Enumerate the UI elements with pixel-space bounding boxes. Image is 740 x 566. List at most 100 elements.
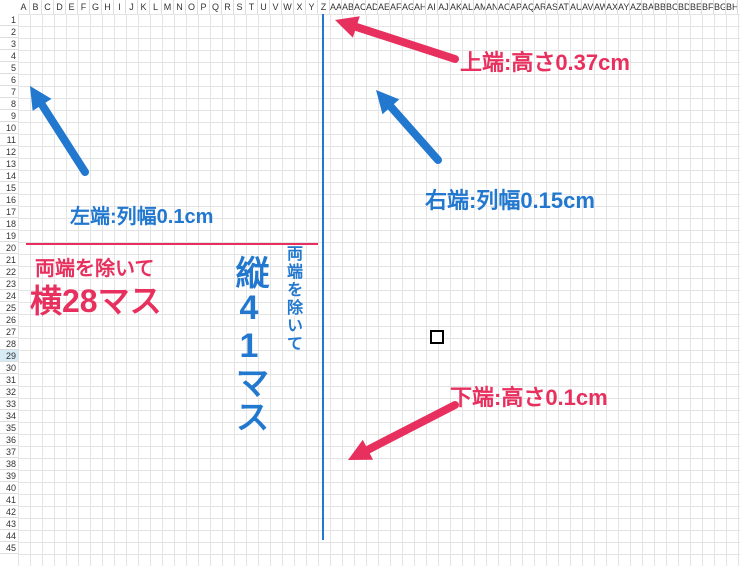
- column-header-cell[interactable]: AM: [474, 0, 486, 14]
- cell-grid[interactable]: [18, 14, 740, 566]
- row-header-cell[interactable]: 31: [0, 374, 18, 386]
- column-header-cell[interactable]: AC: [354, 0, 366, 14]
- row-header-cell[interactable]: 23: [0, 278, 18, 290]
- row-header-cell[interactable]: 27: [0, 326, 18, 338]
- column-header-cell[interactable]: AU: [570, 0, 582, 14]
- row-header-cell[interactable]: 15: [0, 182, 18, 194]
- row-header-cell[interactable]: 4: [0, 50, 18, 62]
- row-header-cell[interactable]: 16: [0, 194, 18, 206]
- column-header-cell[interactable]: AP: [510, 0, 522, 14]
- row-header-cell[interactable]: 24: [0, 290, 18, 302]
- row-header-cell[interactable]: 22: [0, 266, 18, 278]
- column-header-cell[interactable]: W: [282, 0, 294, 14]
- row-header-cell[interactable]: 37: [0, 446, 18, 458]
- column-header-cell[interactable]: AO: [498, 0, 510, 14]
- column-header-cell[interactable]: N: [174, 0, 186, 14]
- column-header-cell[interactable]: BB: [654, 0, 666, 14]
- row-header-cell[interactable]: 30: [0, 362, 18, 374]
- column-header-cell[interactable]: D: [54, 0, 66, 14]
- column-header-cell[interactable]: AY: [618, 0, 630, 14]
- row-header-cell[interactable]: 1: [0, 14, 18, 26]
- row-header-cell[interactable]: 13: [0, 158, 18, 170]
- column-header-cell[interactable]: BC: [666, 0, 678, 14]
- row-header-cell[interactable]: 40: [0, 482, 18, 494]
- column-header-cell[interactable]: AE: [378, 0, 390, 14]
- column-header-cell[interactable]: BD: [678, 0, 690, 14]
- column-header-cell[interactable]: AW: [594, 0, 606, 14]
- column-header-cell[interactable]: E: [66, 0, 78, 14]
- column-header-cell[interactable]: BA: [642, 0, 654, 14]
- row-header-cell[interactable]: 3: [0, 38, 18, 50]
- column-header-cell[interactable]: AF: [390, 0, 402, 14]
- column-header-cell[interactable]: H: [102, 0, 114, 14]
- column-header-cell[interactable]: BH: [726, 0, 738, 14]
- row-header-cell[interactable]: 8: [0, 98, 18, 110]
- column-header-cell[interactable]: AQ: [522, 0, 534, 14]
- row-header-cell[interactable]: 25: [0, 302, 18, 314]
- row-header-cell[interactable]: 11: [0, 134, 18, 146]
- row-header-cell[interactable]: 44: [0, 530, 18, 542]
- row-header-cell[interactable]: 34: [0, 410, 18, 422]
- column-header-cell[interactable]: J: [126, 0, 138, 14]
- column-header-cell[interactable]: Z: [318, 0, 330, 14]
- row-header-cell[interactable]: 33: [0, 398, 18, 410]
- row-header-cell[interactable]: 7: [0, 86, 18, 98]
- column-header-cell[interactable]: U: [258, 0, 270, 14]
- column-header-cell[interactable]: AH: [414, 0, 426, 14]
- column-header-cell[interactable]: AL: [462, 0, 474, 14]
- column-header-cell[interactable]: AK: [450, 0, 462, 14]
- row-header-cell[interactable]: 6: [0, 74, 18, 86]
- row-header-cell[interactable]: 36: [0, 434, 18, 446]
- column-header-cell[interactable]: AD: [366, 0, 378, 14]
- row-header-cell[interactable]: 5: [0, 62, 18, 74]
- column-header-cell[interactable]: R: [222, 0, 234, 14]
- column-header-cell[interactable]: F: [78, 0, 90, 14]
- column-header-cell[interactable]: K: [138, 0, 150, 14]
- column-header-cell[interactable]: AA: [330, 0, 342, 14]
- row-header-cell[interactable]: 39: [0, 470, 18, 482]
- column-header-cell[interactable]: AS: [546, 0, 558, 14]
- column-header-cell[interactable]: X: [294, 0, 306, 14]
- row-header-cell[interactable]: 43: [0, 518, 18, 530]
- row-header-cell[interactable]: 42: [0, 506, 18, 518]
- row-header-cell[interactable]: 14: [0, 170, 18, 182]
- column-header-cell[interactable]: V: [270, 0, 282, 14]
- column-header-cell[interactable]: AG: [402, 0, 414, 14]
- column-header-cell[interactable]: AZ: [630, 0, 642, 14]
- column-header-cell[interactable]: O: [186, 0, 198, 14]
- row-header-cell[interactable]: 2: [0, 26, 18, 38]
- column-header-cell[interactable]: Y: [306, 0, 318, 14]
- row-header-cell[interactable]: 28: [0, 338, 18, 350]
- column-header-cell[interactable]: AV: [582, 0, 594, 14]
- column-header-cell[interactable]: BE: [690, 0, 702, 14]
- column-header-cell[interactable]: Q: [210, 0, 222, 14]
- column-header-cell[interactable]: AT: [558, 0, 570, 14]
- column-header-cell[interactable]: M: [162, 0, 174, 14]
- column-header-cell[interactable]: AX: [606, 0, 618, 14]
- column-header-cell[interactable]: AR: [534, 0, 546, 14]
- column-header-cell[interactable]: S: [234, 0, 246, 14]
- column-header-cell[interactable]: B: [30, 0, 42, 14]
- column-header-cell[interactable]: BF: [702, 0, 714, 14]
- column-header-cell[interactable]: BG: [714, 0, 726, 14]
- column-header-cell[interactable]: AI: [426, 0, 438, 14]
- row-header-cell[interactable]: 10: [0, 122, 18, 134]
- column-header-cell[interactable]: C: [42, 0, 54, 14]
- column-header-cell[interactable]: I: [114, 0, 126, 14]
- row-header-cell[interactable]: 45: [0, 542, 18, 554]
- row-header-cell[interactable]: 26: [0, 314, 18, 326]
- row-header-cell[interactable]: 9: [0, 110, 18, 122]
- row-header-cell[interactable]: 18: [0, 218, 18, 230]
- row-header-cell[interactable]: 29: [0, 350, 18, 362]
- column-header-cell[interactable]: A: [18, 0, 30, 14]
- row-header-cell[interactable]: 19: [0, 230, 18, 242]
- row-header-cell[interactable]: 38: [0, 458, 18, 470]
- row-header-cell[interactable]: 41: [0, 494, 18, 506]
- column-header-cell[interactable]: L: [150, 0, 162, 14]
- row-header-cell[interactable]: 35: [0, 422, 18, 434]
- column-header-cell[interactable]: G: [90, 0, 102, 14]
- column-header-cell[interactable]: P: [198, 0, 210, 14]
- row-header-cell[interactable]: 12: [0, 146, 18, 158]
- row-header-cell[interactable]: 21: [0, 254, 18, 266]
- row-header-cell[interactable]: 20: [0, 242, 18, 254]
